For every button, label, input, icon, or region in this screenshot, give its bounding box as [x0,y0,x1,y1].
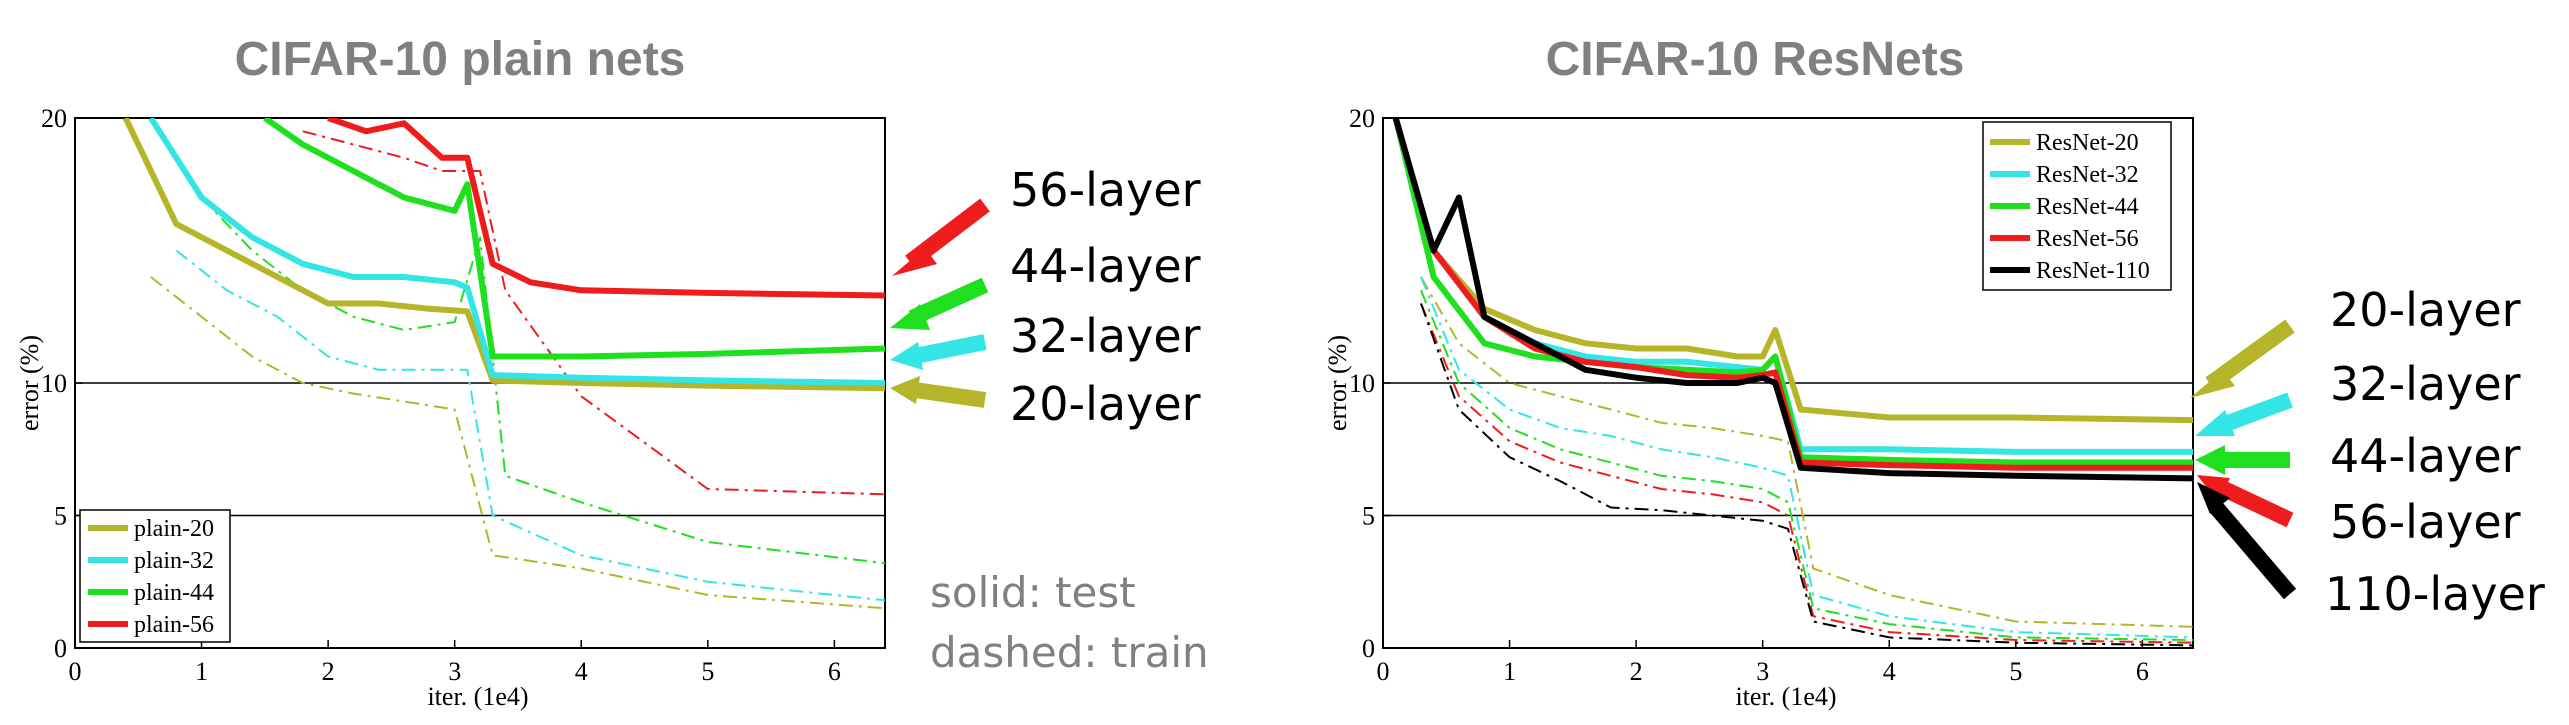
x-tick-label: 3 [448,657,461,686]
y-axis-label: error (%) [15,335,44,431]
annotation-arrowhead-32 [890,342,923,370]
x-tick-label: 2 [322,657,335,686]
annotation-label-32: 32-layer [1010,309,1201,363]
annotation-arrow-44 [908,277,989,326]
annotation-arrowhead-56 [892,248,937,276]
annotation-label-32: 32-layer [2330,357,2521,411]
plain-nets-chart: 0 5 10 20 0 1 2 3 4 5 6 [41,104,885,686]
annotation-label-20: 20-layer [1010,377,1201,431]
series-line [1420,289,2193,641]
legend-label: plain-20 [134,516,214,542]
y-tick-label: 0 [1362,634,1375,663]
y-tick-label: 20 [41,104,67,133]
legend-label: ResNet-20 [2036,130,2139,156]
legend: ResNet-20 ResNet-32 ResNet-44 ResNet-56 … [1982,121,2172,291]
annotation-label-44: 44-layer [1010,239,1201,293]
annotation-arrow-32 [913,334,987,364]
legend: plain-20 plain-32 plain-44 plain-56 [79,509,231,643]
x-axis-label: iter. (1e4) [427,682,528,711]
legend-label: ResNet-110 [2036,258,2150,284]
y-tick-label: 5 [54,502,67,531]
series-line [148,118,885,386]
plain-annotations: 56-layer 44-layer 32-layer 20-layer [890,163,1201,431]
x-tick-label: 4 [575,657,588,686]
annotation-arrowhead-56 [2197,475,2230,502]
series-line [1392,118,2193,482]
x-tick-label: 0 [1377,657,1390,686]
resnet-annotations: 20-layer 32-layer 44-layer 56-layer 110-… [2190,283,2545,621]
series-line [302,130,885,496]
legend-note-solid: solid: test [930,568,1136,617]
series-line [1420,303,2193,647]
legend-box [79,509,231,643]
annotation-arrow-32 [2217,392,2293,434]
x-tick-label: 6 [2136,657,2149,686]
annotation-label-110: 110-layer [2325,567,2545,621]
annotation-arrowhead-110 [2197,482,2230,514]
series-line [263,118,885,360]
annotation-arrow-110 [2208,500,2297,600]
chart-title: CIFAR-10 plain nets [235,33,686,86]
annotation-label-44: 44-layer [2330,429,2521,483]
x-tick-label: 5 [2009,657,2022,686]
y-tick-label: 10 [1349,369,1375,398]
x-tick-label: 6 [828,657,841,686]
y-tick-label: 0 [54,634,67,663]
x-tick-label: 3 [1756,657,1769,686]
legend-label: ResNet-32 [2036,162,2139,188]
x-tick-label: 1 [1503,657,1516,686]
annotation-arrow-56 [2218,480,2294,528]
x-tick-label: 5 [701,657,714,686]
series-line [175,249,885,602]
series-line [122,118,885,392]
legend-note-dashed: dashed: train [930,628,1209,677]
annotation-arrowhead-32 [2195,410,2235,436]
annotation-arrowhead-20 [890,376,920,404]
legend-label: plain-44 [134,580,214,606]
x-tick-label: 1 [195,657,208,686]
legend-label: ResNet-44 [2036,194,2139,220]
x-tick-label: 0 [69,657,82,686]
series-line [150,276,885,610]
annotation-arrow-20 [913,382,987,408]
annotation-label-56: 56-layer [2330,495,2521,549]
legend-label: plain-32 [134,548,214,574]
annotation-arrowhead-20 [2190,370,2235,398]
annotation-arrowhead-44 [2195,445,2225,475]
y-tick-label: 10 [41,369,67,398]
y-axis-label: error (%) [1323,335,1352,431]
y-tick-label: 20 [1349,104,1375,133]
annotation-arrowhead-44 [890,304,930,330]
series-line [1420,276,2193,628]
chart-title: CIFAR-10 ResNets [1546,33,1965,86]
series-line [1420,303,2193,644]
legend-label: plain-56 [134,612,214,638]
legend-label: ResNet-56 [2036,226,2139,252]
x-tick-label: 2 [1630,657,1643,686]
series-line [200,196,885,565]
series-line [1392,118,2193,466]
x-tick-label: 4 [1883,657,1896,686]
resnets-chart: 0 5 10 20 0 1 2 3 4 5 6 [1349,104,2193,686]
annotation-label-20: 20-layer [2330,283,2521,337]
annotation-label-56: 56-layer [1010,163,1201,217]
x-axis-label: iter. (1e4) [1735,682,1836,711]
series-line [1392,118,2193,424]
series-line [327,118,885,299]
y-tick-label: 5 [1362,502,1375,531]
